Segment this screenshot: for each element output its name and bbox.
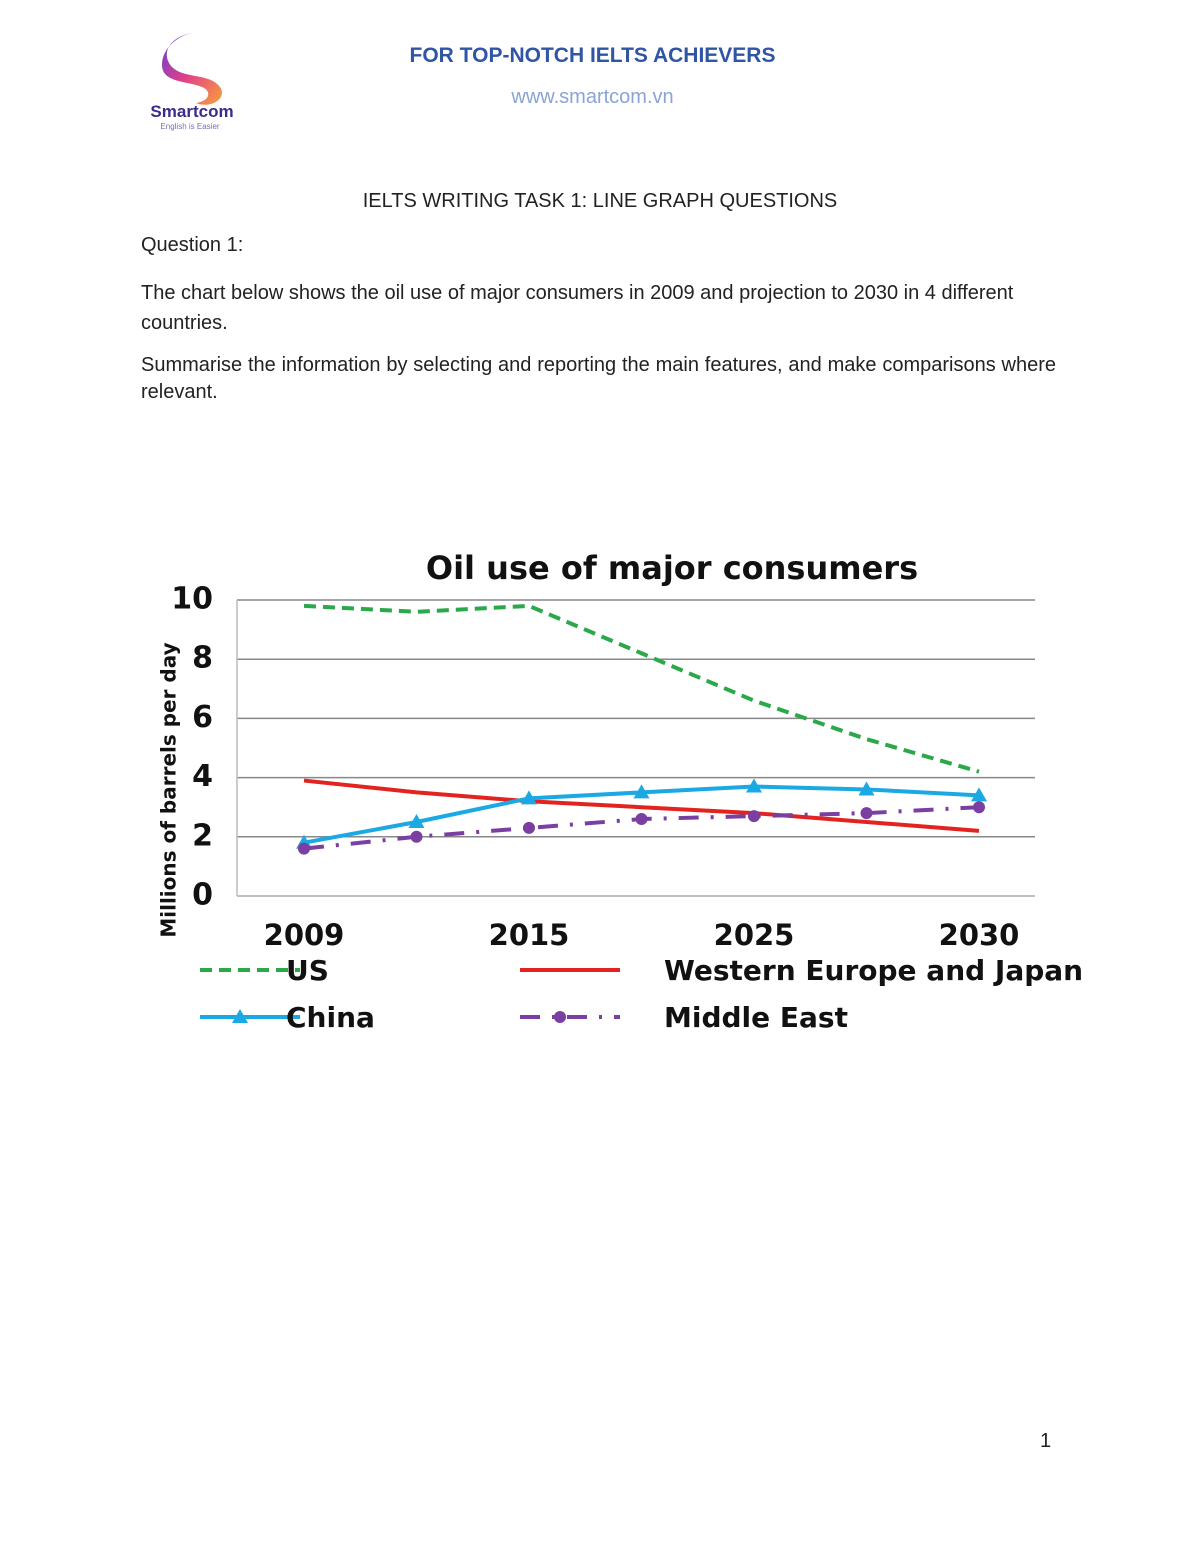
website: www.smartcom.vn [511,86,674,108]
logo-tagline: English is Easier [160,122,219,131]
legend-label: Western Europe and Japan [664,954,1083,987]
point [748,810,760,823]
point [971,787,987,802]
legend-label: China [286,1001,375,1034]
heading: IELTS WRITING TASK 1: LINE GRAPH QUESTIO… [362,190,838,212]
x-tick-label: 2025 [714,918,795,952]
point [746,778,762,793]
legend-label: US [286,954,329,987]
point [408,814,425,828]
y-tick-label: 10 [171,582,213,617]
page-number: 1 [1040,1430,1052,1452]
y-tick-label: 6 [192,700,213,735]
point [410,830,423,843]
y-axis-label: Millions of barrels per day [157,642,181,937]
paragraph: Summarise the information by selecting a… [141,354,1056,403]
point [973,801,985,814]
x-tick-label: 2030 [939,918,1020,952]
point [860,807,873,820]
paragraph: The chart below shows the oil use of maj… [141,282,1014,334]
logo: Smartcom English is Easier [150,33,234,131]
y-tick-label: 0 [192,878,213,913]
x-tick-label: 2009 [264,918,345,952]
point [521,790,537,805]
chart: Oil use of major consumers Millions of b… [157,549,1084,1034]
point [858,781,875,796]
logo-mark [162,33,222,105]
point [523,821,535,834]
chart-title: Oil use of major consumers [426,549,918,587]
header-title: FOR TOP-NOTCH IELTS ACHIEVERS [409,44,776,67]
question-label: Question 1: [141,234,244,256]
legend-marker [554,1011,566,1023]
x-tick-label: 2015 [489,918,570,952]
y-tick-label: 2 [192,818,213,853]
line [303,603,980,774]
legend-label: Middle East [664,1001,848,1034]
point [298,842,310,855]
y-tick-label: 4 [192,759,213,794]
y-tick-label: 8 [192,641,213,676]
line [303,778,980,833]
point [635,813,648,826]
legend-marker [232,1009,248,1023]
point [633,784,650,799]
logo-name: Smartcom [150,102,233,121]
